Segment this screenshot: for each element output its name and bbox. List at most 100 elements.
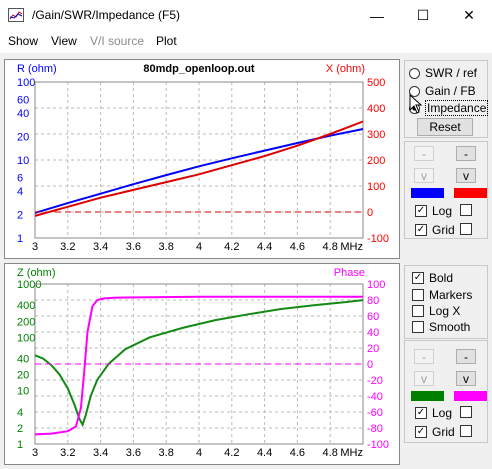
top-log-right-checkbox[interactable] bbox=[460, 204, 477, 216]
window-title: /Gain/SWR/Impedance (F5) bbox=[32, 8, 181, 22]
rx-chart-plot: 3 3.2 3.4 3.6 3.8 4 4.2 4.4 4.6 4.8 MHz50040030020… bbox=[17, 63, 389, 253]
radio-swr-dot bbox=[409, 67, 420, 79]
right-axis-color-swatch[interactable] bbox=[454, 391, 487, 401]
menu-plot[interactable]: Plot bbox=[156, 34, 177, 48]
right-tick-label: 500 bbox=[367, 77, 385, 89]
smooth-label: Smooth bbox=[429, 320, 471, 334]
maximize-button[interactable]: ☐ bbox=[400, 0, 446, 31]
x-tick-label: 4.8 bbox=[323, 241, 338, 253]
right-tick-label: 40 bbox=[367, 327, 379, 339]
left-tick-label: 400 bbox=[17, 300, 35, 312]
bottom-log-checkbox[interactable]: ✓ Log bbox=[415, 406, 452, 420]
top-right-up-button[interactable]: - bbox=[456, 146, 476, 161]
left-tick-label: 20 bbox=[17, 370, 29, 382]
markers-label: Markers bbox=[429, 288, 473, 302]
x-tick-label: 3.8 bbox=[159, 447, 174, 459]
top-axis-group bbox=[404, 141, 488, 239]
right-tick-label: 400 bbox=[367, 103, 385, 115]
menu-vi-source[interactable]: V/I source bbox=[90, 34, 145, 48]
right-tick-label: 100 bbox=[367, 279, 385, 291]
left-tick-label: 10 bbox=[17, 386, 29, 398]
reset-button[interactable]: Reset bbox=[417, 118, 473, 136]
bottom-log-label: Log bbox=[432, 406, 453, 420]
x-tick-label: 4 bbox=[196, 447, 202, 459]
top-left-down-button[interactable]: v bbox=[414, 168, 434, 183]
bottom-right-down-button[interactable]: v bbox=[456, 371, 476, 386]
check-icon: ✓ bbox=[412, 272, 424, 284]
x-tick-label: 4.4 bbox=[257, 241, 272, 253]
bottom-left-down-button[interactable]: v bbox=[414, 371, 434, 386]
unchecked-box bbox=[460, 204, 472, 216]
bottom-grid-right-checkbox[interactable] bbox=[460, 425, 477, 437]
close-icon: ✕ bbox=[463, 7, 475, 23]
left-tick-label: 60 bbox=[17, 94, 29, 106]
radio-gain-dot bbox=[409, 85, 420, 97]
left-tick-label: 100 bbox=[17, 77, 35, 89]
close-button[interactable]: ✕ bbox=[446, 0, 492, 31]
z-phase-chart-plot: 3 3.2 3.4 3.6 3.8 4 4.2 4.4 4.6 4.8 MHz10080604020… bbox=[17, 267, 389, 459]
left-axis-color-swatch[interactable] bbox=[411, 391, 444, 401]
left-tick-label: 4 bbox=[17, 186, 23, 198]
radio-impedance-label: Impedance bbox=[425, 100, 489, 116]
radio-gain-label: Gain / FB bbox=[425, 84, 476, 98]
x-tick-label: 3 bbox=[32, 447, 38, 459]
top-grid-right-checkbox[interactable] bbox=[460, 223, 477, 235]
bold-checkbox[interactable]: ✓ Bold bbox=[412, 271, 453, 285]
bottom-grid-label: Grid bbox=[432, 425, 455, 439]
left-tick-label: 200 bbox=[17, 316, 35, 328]
bottom-grid-checkbox[interactable]: ✓ Grid bbox=[415, 425, 455, 439]
check-icon: ✓ bbox=[415, 224, 427, 236]
right-tick-label: 80 bbox=[367, 295, 379, 307]
app-icon[interactable] bbox=[8, 8, 24, 22]
top-right-down-button[interactable]: v bbox=[456, 168, 476, 183]
left-axis-label: Z (ohm) bbox=[17, 267, 56, 279]
rx-chart[interactable]: 3 3.2 3.4 3.6 3.8 4 4.2 4.4 4.6 4.8 MHz 500 400 300 20… bbox=[4, 59, 400, 259]
left-tick-label: 6 bbox=[17, 172, 23, 184]
logx-label: Log X bbox=[429, 304, 461, 318]
markers-checkbox[interactable]: Markers bbox=[412, 288, 472, 302]
bottom-right-up-button[interactable]: - bbox=[456, 349, 476, 364]
menu-view[interactable]: View bbox=[51, 34, 77, 48]
top-left-up-button[interactable]: - bbox=[414, 146, 434, 161]
x-tick-label: 4.6 bbox=[290, 241, 305, 253]
x-tick-label: 3.6 bbox=[126, 241, 141, 253]
top-log-checkbox[interactable]: ✓ Log bbox=[415, 204, 452, 218]
z-phase-chart[interactable]: 3 3.2 3.4 3.6 3.8 4 4.2 4.4 4.6 4.8 MHz 100 80 60 40 20… bbox=[4, 263, 400, 465]
minimize-button[interactable]: — bbox=[354, 0, 400, 31]
unchecked-box bbox=[412, 321, 424, 333]
bottom-log-right-checkbox[interactable] bbox=[460, 406, 477, 418]
smooth-checkbox[interactable]: Smooth bbox=[412, 320, 470, 334]
left-tick-label: 40 bbox=[17, 108, 29, 120]
unchecked-box bbox=[460, 223, 472, 235]
unchecked-box bbox=[460, 425, 472, 437]
menu-show[interactable]: Show bbox=[8, 34, 39, 48]
bottom-axis-group bbox=[404, 340, 488, 443]
left-tick-label: 10 bbox=[17, 155, 29, 167]
x-tick-label: 3.2 bbox=[60, 241, 75, 253]
right-tick-label: 100 bbox=[367, 181, 385, 193]
left-axis-color-swatch[interactable] bbox=[411, 188, 444, 198]
x-tick-label: 4.8 bbox=[323, 447, 338, 459]
x-tick-label: 4.2 bbox=[224, 447, 239, 459]
minimize-icon: — bbox=[370, 7, 384, 24]
bottom-left-up-button[interactable]: - bbox=[414, 349, 434, 364]
mode-group bbox=[404, 60, 488, 138]
right-tick-label: -100 bbox=[367, 233, 389, 245]
mouse-cursor-icon bbox=[409, 94, 423, 114]
x-tick-label: 4 bbox=[196, 241, 202, 253]
x-tick-label: 3 bbox=[32, 241, 38, 253]
x-tick-label: 3.6 bbox=[126, 447, 141, 459]
right-tick-label: -100 bbox=[367, 439, 389, 451]
left-tick-label: 20 bbox=[17, 132, 29, 144]
check-icon: ✓ bbox=[415, 205, 427, 217]
top-grid-checkbox[interactable]: ✓ Grid bbox=[415, 223, 455, 237]
radio-swr[interactable]: SWR / ref bbox=[409, 66, 477, 80]
top-grid-label: Grid bbox=[432, 223, 455, 237]
left-tick-label: 2 bbox=[17, 210, 23, 222]
logx-checkbox[interactable]: Log X bbox=[412, 304, 460, 318]
right-axis-color-swatch[interactable] bbox=[454, 188, 487, 198]
left-series-line bbox=[34, 128, 364, 214]
check-icon: ✓ bbox=[415, 426, 427, 438]
radio-gain[interactable]: Gain / FB bbox=[409, 84, 476, 98]
right-series-line bbox=[34, 120, 364, 217]
